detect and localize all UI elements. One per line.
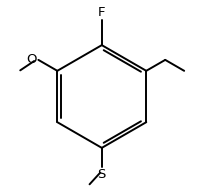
Text: O: O (26, 53, 37, 66)
Text: F: F (98, 6, 106, 19)
Text: S: S (98, 168, 106, 181)
